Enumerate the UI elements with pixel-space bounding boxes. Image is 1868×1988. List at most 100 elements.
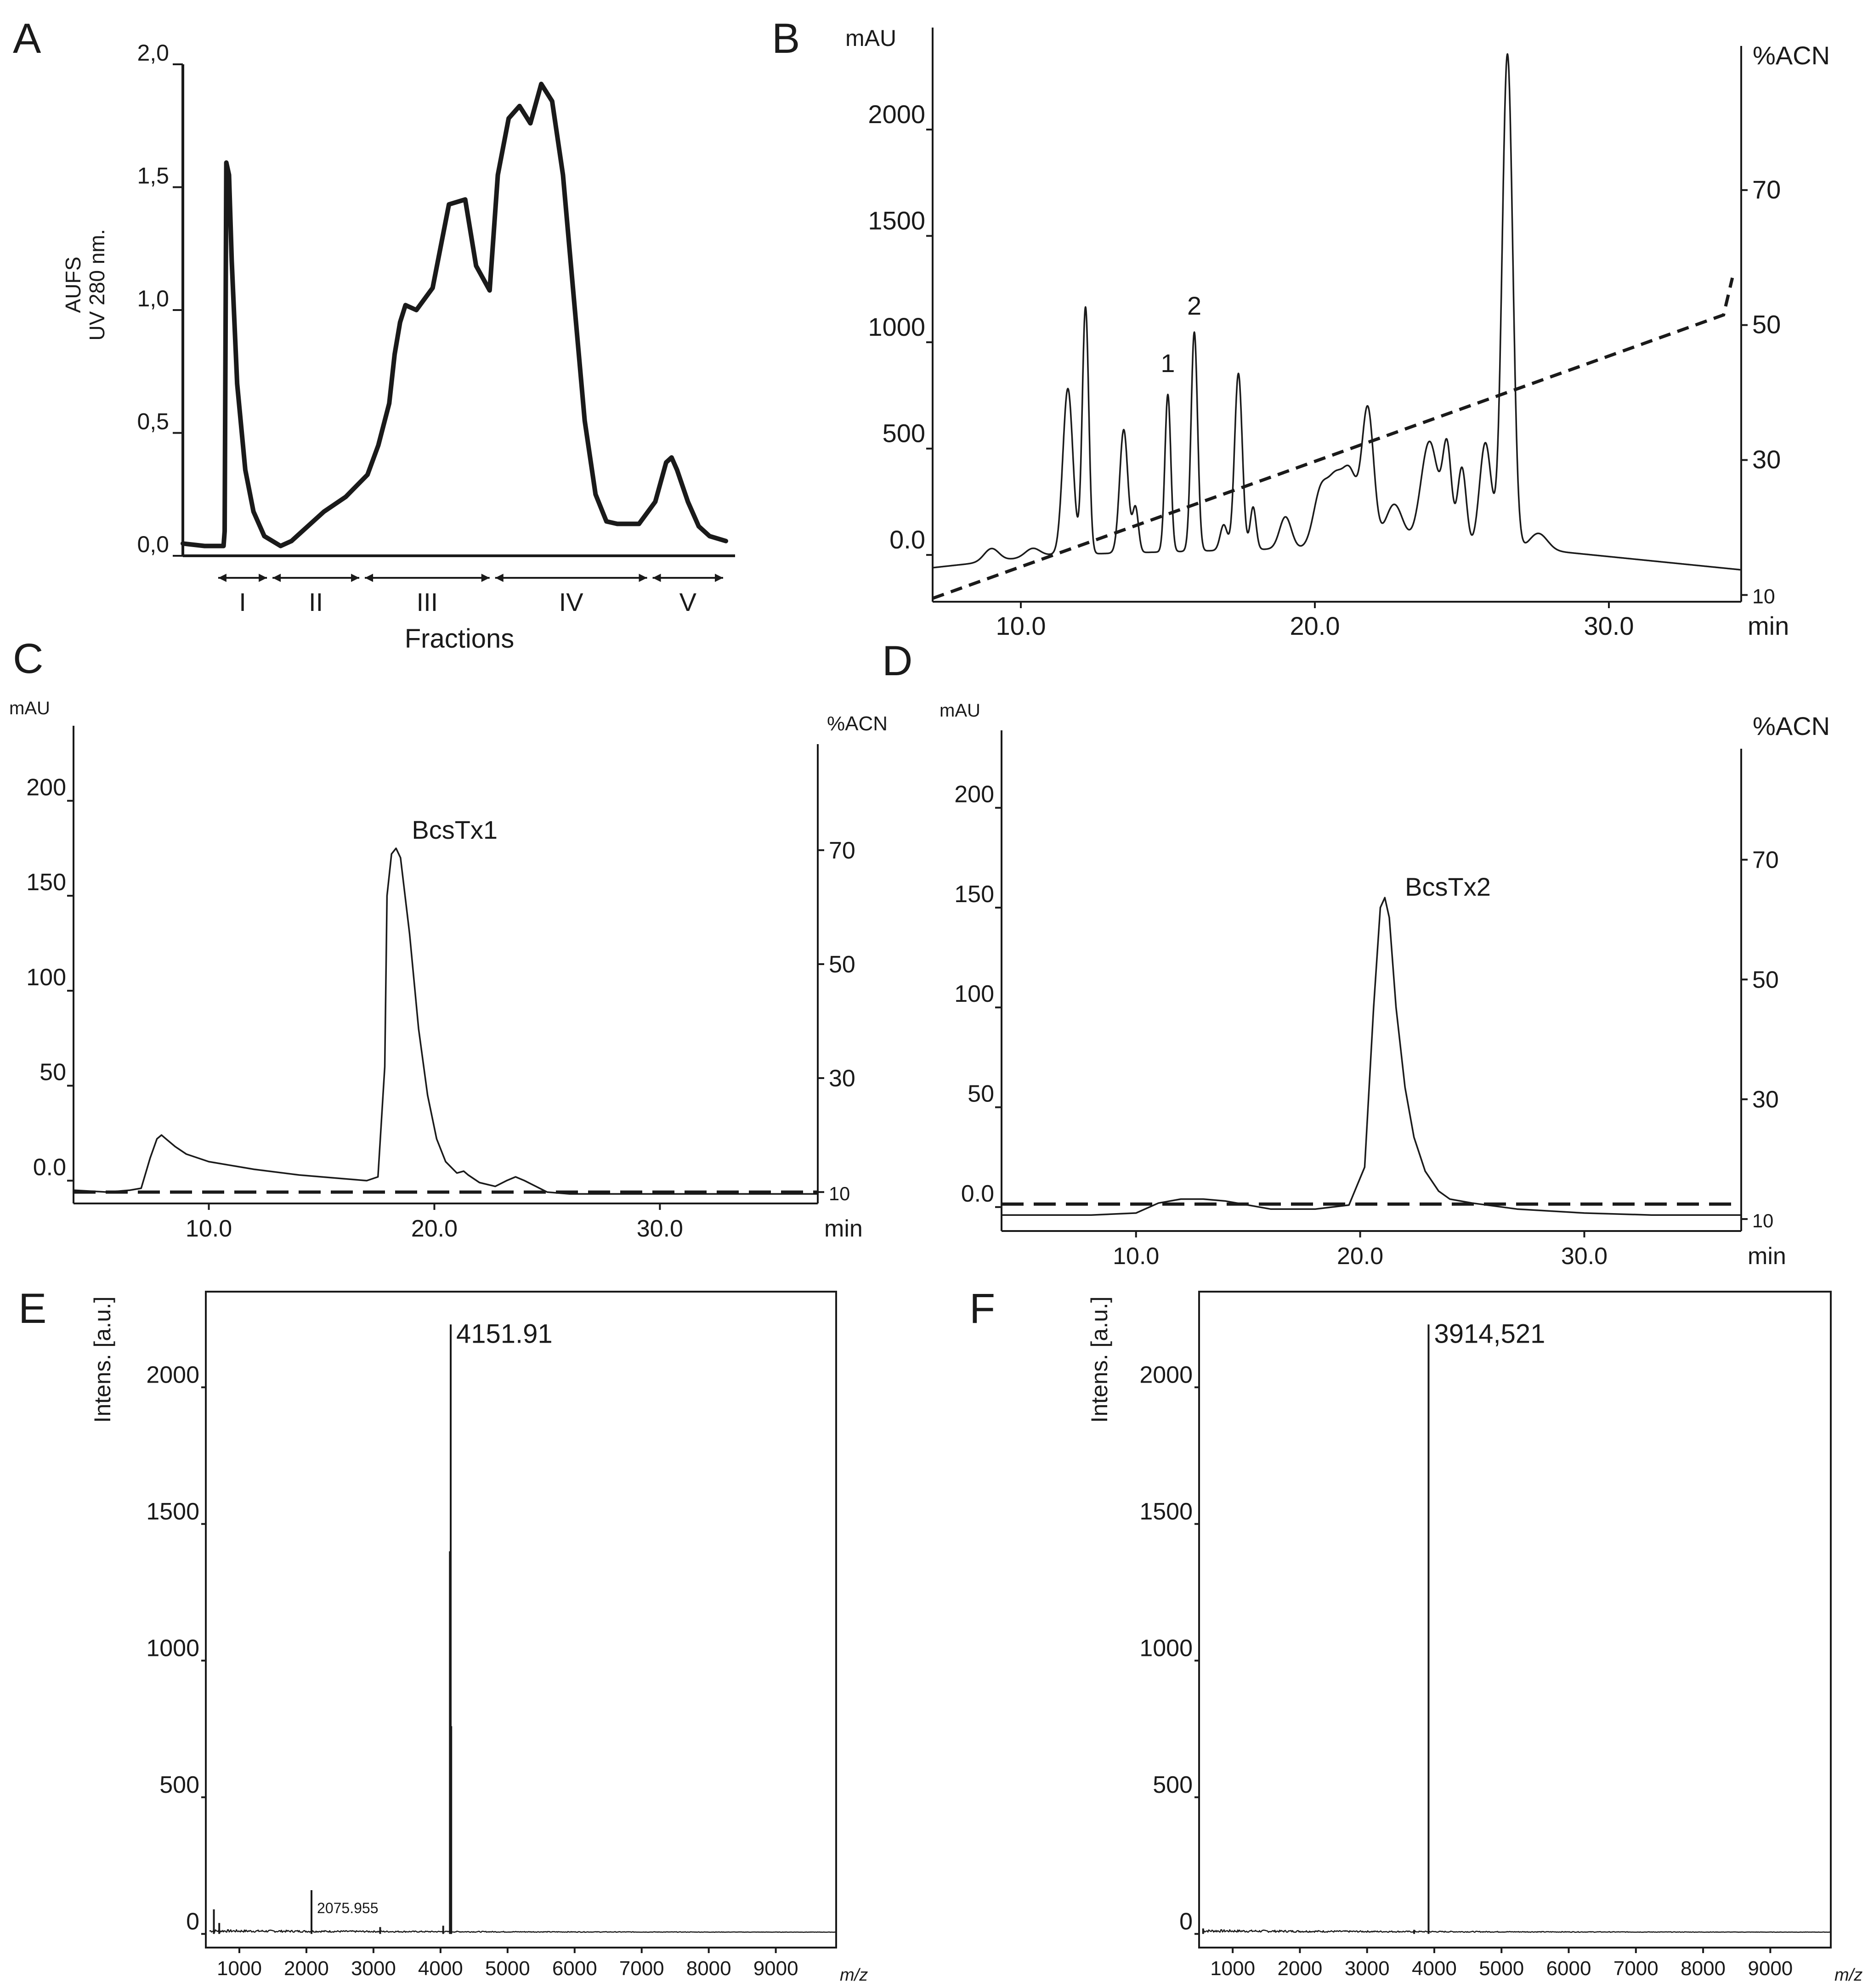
x-tick-label: 9000	[753, 1957, 798, 1980]
panel-b-trace	[932, 53, 1742, 571]
peak-label: BcsTx2	[1405, 872, 1491, 901]
panel-a-y-label-line2: UV 280 nm.	[85, 229, 109, 341]
peak-mass-label: 2075.955	[317, 1900, 378, 1916]
x-tick-label: 7000	[1613, 1957, 1659, 1980]
y2-axis-label: %ACN	[1753, 41, 1830, 70]
panel-d-letter: D	[882, 638, 912, 684]
y2-tick-label: 70	[1752, 175, 1781, 204]
x-tick-label: 4000	[418, 1957, 463, 1980]
panel-a-y-tick-label: 2,0	[137, 40, 169, 66]
y-axis-label: mAU	[9, 698, 50, 718]
fraction-label: I	[239, 587, 246, 616]
fraction-label: III	[417, 587, 438, 616]
y-axis-label: mAU	[940, 700, 980, 721]
y-tick-label: 0	[1179, 1908, 1193, 1935]
y2-tick-label: 50	[829, 951, 855, 978]
x-tick-label: 5000	[1479, 1957, 1524, 1980]
peak-mass-label: 3914,521	[1434, 1319, 1545, 1349]
x-tick-label: 7000	[619, 1957, 664, 1980]
panel-e-letter: E	[18, 1285, 46, 1332]
y-axis-label: mAU	[845, 25, 896, 51]
y-tick-label: 200	[954, 781, 994, 808]
peak-label: BcsTx1	[412, 815, 498, 844]
panel-c-letter: C	[13, 635, 43, 682]
fraction-label: IV	[559, 587, 584, 616]
peak-mass-label: 4151.91	[456, 1319, 553, 1349]
panel-b-gradient-line	[932, 277, 1734, 600]
x-tick-label: 3000	[351, 1957, 396, 1980]
y2-axis-label: %ACN	[1753, 712, 1830, 740]
x-tick-label: 9000	[1748, 1957, 1793, 1980]
y-tick-label: 500	[1153, 1772, 1193, 1798]
x-tick-label: 3000	[1345, 1957, 1390, 1980]
y-tick-label: 100	[954, 981, 994, 1007]
x-tick-label: 5000	[485, 1957, 530, 1980]
y-tick-label: 1000	[1139, 1635, 1193, 1661]
panel-a-trace	[181, 81, 728, 548]
x-tick-label: 10.0	[1113, 1243, 1159, 1270]
x-tick-label: 30.0	[637, 1215, 683, 1242]
y-tick-label: 2000	[868, 100, 925, 129]
y2-tick-label: 30	[1752, 445, 1781, 474]
y-axis-label-group: Intens. [a.u.]	[1087, 1296, 1112, 1423]
x-tick-label: 6000	[552, 1957, 597, 1980]
panel-a-letter: A	[13, 15, 41, 62]
x-axis-label: m/z	[1834, 1965, 1862, 1985]
x-axis-label: min	[1748, 1243, 1786, 1270]
y-tick-label: 0.0	[33, 1154, 66, 1180]
y2-tick-label: 10	[1752, 1210, 1773, 1231]
panel-a-y-tick-label: 1,0	[137, 286, 169, 311]
x-tick-label: 20.0	[1290, 611, 1340, 640]
x-tick-label: 4000	[1412, 1957, 1457, 1980]
y-tick-label: 0.0	[889, 525, 925, 554]
y-tick-label: 2000	[146, 1361, 199, 1388]
y2-tick-label: 50	[1752, 966, 1779, 993]
peak-annotation: 2	[1187, 291, 1201, 320]
panel-c-trace	[73, 847, 819, 1195]
y2-tick-label: 30	[829, 1065, 855, 1092]
x-tick-label: 8000	[686, 1957, 731, 1980]
y-tick-label: 1000	[868, 312, 925, 341]
y-tick-label: 100	[26, 964, 66, 991]
x-tick-label: 2000	[284, 1957, 329, 1980]
y2-tick-label: 70	[829, 837, 855, 864]
panel-a-y-tick-label: 0,5	[137, 409, 169, 435]
panel-e: E 0 500 1000 1500 2000 1000 2000 3000 4000 5000 600…	[18, 1285, 868, 1985]
x-tick-label: 10.0	[186, 1215, 232, 1242]
y-axis-label: Intens. [a.u.]	[90, 1296, 115, 1423]
y-tick-label: 1500	[146, 1498, 199, 1525]
y-tick-label: 500	[883, 419, 925, 448]
fraction-arrow-heads	[652, 574, 723, 582]
panel-f: F 0 500 1000 1500 2000 1000 2000 3000 4000 5000 600…	[969, 1285, 1862, 1985]
panel-a-y-label: AUFS UV 280 nm.	[61, 229, 109, 341]
y-tick-label: 1000	[146, 1635, 199, 1661]
y-tick-label: 1500	[868, 206, 925, 235]
peak-annotation: 1	[1160, 349, 1175, 378]
y2-tick-label: 70	[1752, 847, 1779, 874]
y-tick-label: 200	[26, 774, 66, 801]
y2-tick-label: 10	[1752, 585, 1775, 608]
spectrum-baseline	[1202, 1929, 1831, 1933]
panel-a-x-label: Fractions	[405, 624, 515, 654]
x-axis-label: m/z	[840, 1965, 868, 1985]
y-axis-label-group: Intens. [a.u.]	[90, 1296, 115, 1423]
x-tick-label: 6000	[1546, 1957, 1591, 1980]
y-tick-label: 2000	[1139, 1361, 1193, 1388]
panel-a-y-tick-label: 0,0	[137, 531, 169, 557]
x-axis-label: min	[824, 1215, 863, 1242]
plot-frame	[1198, 1291, 1832, 1948]
y-tick-label: 500	[159, 1772, 199, 1798]
y-tick-label: 0.0	[961, 1180, 994, 1207]
x-tick-label: 30.0	[1561, 1243, 1608, 1270]
y-tick-label: 150	[954, 881, 994, 908]
y-tick-label: 1500	[1139, 1498, 1193, 1525]
y2-axis-label: %ACN	[827, 712, 888, 735]
x-tick-label: 20.0	[1337, 1243, 1383, 1270]
y-tick-label: 50	[968, 1081, 994, 1107]
y-tick-label: 50	[40, 1059, 66, 1086]
